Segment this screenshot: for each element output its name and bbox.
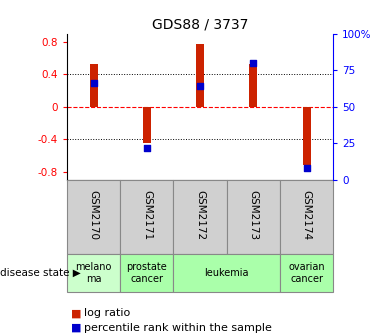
Bar	[280, 180, 333, 254]
Bar	[173, 180, 227, 254]
Text: GSM2173: GSM2173	[248, 190, 259, 240]
Bar	[227, 180, 280, 254]
Text: GSM2172: GSM2172	[195, 190, 205, 240]
Text: percentile rank within the sample: percentile rank within the sample	[84, 323, 272, 333]
Bar	[120, 254, 173, 292]
Bar	[249, 65, 257, 107]
Text: leukemia: leukemia	[205, 268, 249, 278]
Bar	[90, 65, 98, 107]
Bar	[67, 180, 120, 254]
Bar	[67, 254, 120, 292]
Point	[304, 165, 310, 171]
Text: prostate
cancer: prostate cancer	[126, 262, 167, 284]
Point	[91, 81, 97, 86]
Bar	[280, 254, 333, 292]
Bar	[303, 107, 311, 165]
Text: ■: ■	[71, 323, 81, 333]
Bar	[196, 44, 204, 107]
Point	[197, 84, 203, 89]
Text: melano
ma: melano ma	[75, 262, 112, 284]
Bar	[173, 254, 280, 292]
Title: GDS88 / 3737: GDS88 / 3737	[152, 17, 248, 31]
Text: ovarian
cancer: ovarian cancer	[288, 262, 325, 284]
Bar	[120, 180, 173, 254]
Point	[250, 60, 257, 66]
Text: GSM2170: GSM2170	[88, 190, 99, 240]
Text: GSM2171: GSM2171	[142, 190, 152, 240]
Text: disease state ▶: disease state ▶	[0, 268, 81, 278]
Text: ■: ■	[71, 308, 81, 318]
Text: log ratio: log ratio	[84, 308, 131, 318]
Bar	[143, 107, 151, 143]
Point	[144, 145, 150, 150]
Text: GSM2174: GSM2174	[301, 190, 312, 240]
